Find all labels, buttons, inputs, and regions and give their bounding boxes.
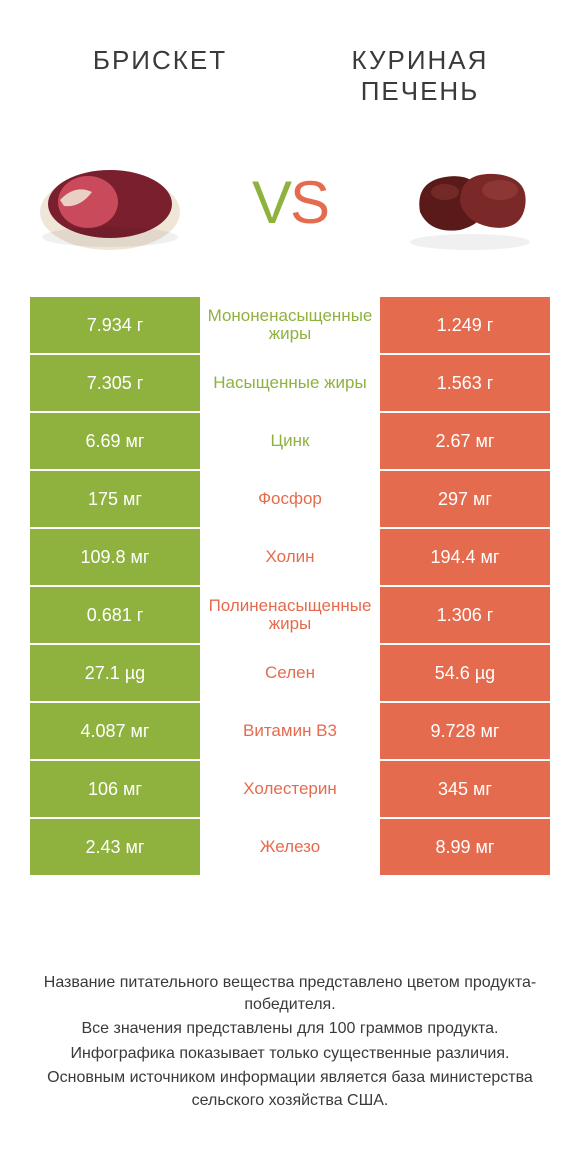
cell-right-value: 1.306 г	[380, 587, 550, 643]
table-row: 27.1 µgСелен54.6 µg	[30, 645, 550, 701]
cell-left-value: 0.681 г	[30, 587, 200, 643]
hero-row: VS	[0, 117, 580, 297]
cell-left-value: 109.8 мг	[30, 529, 200, 585]
table-row: 6.69 мгЦинк2.67 мг	[30, 413, 550, 469]
liver-image	[390, 142, 550, 262]
cell-nutrient-name: Селен	[200, 645, 380, 701]
table-row: 7.934 гМононенасыщенные жиры1.249 г	[30, 297, 550, 353]
vs-s: S	[290, 169, 328, 236]
cell-right-value: 194.4 мг	[380, 529, 550, 585]
cell-right-value: 297 мг	[380, 471, 550, 527]
cell-left-value: 27.1 µg	[30, 645, 200, 701]
cell-nutrient-name: Мононенасыщенные жиры	[200, 297, 380, 353]
table-row: 109.8 мгХолин194.4 мг	[30, 529, 550, 585]
footer-line-4: Основным источником информации является …	[30, 1067, 550, 1112]
cell-right-value: 1.563 г	[380, 355, 550, 411]
table-row: 7.305 гНасыщенные жиры1.563 г	[30, 355, 550, 411]
table-row: 0.681 гПолиненасыщенные жиры1.306 г	[30, 587, 550, 643]
cell-nutrient-name: Холестерин	[200, 761, 380, 817]
cell-left-value: 106 мг	[30, 761, 200, 817]
cell-right-value: 8.99 мг	[380, 819, 550, 875]
cell-left-value: 4.087 мг	[30, 703, 200, 759]
title-right-line2: ПЕЧЕНЬ	[361, 76, 480, 106]
footer-line-1: Название питательного вещества представл…	[30, 972, 550, 1017]
vs-v: V	[252, 169, 290, 236]
cell-right-value: 2.67 мг	[380, 413, 550, 469]
cell-left-value: 6.69 мг	[30, 413, 200, 469]
table-row: 175 мгФосфор297 мг	[30, 471, 550, 527]
comparison-table: 7.934 гМононенасыщенные жиры1.249 г7.305…	[0, 297, 580, 875]
cell-nutrient-name: Цинк	[200, 413, 380, 469]
title-left: БРИСКЕТ	[30, 45, 290, 76]
cell-left-value: 7.305 г	[30, 355, 200, 411]
footer-line-3: Инфографика показывает только существенн…	[30, 1043, 550, 1065]
table-row: 2.43 мгЖелезо8.99 мг	[30, 819, 550, 875]
cell-left-value: 7.934 г	[30, 297, 200, 353]
cell-nutrient-name: Фосфор	[200, 471, 380, 527]
title-right-line1: КУРИНАЯ	[352, 45, 489, 75]
cell-nutrient-name: Полиненасыщенные жиры	[200, 587, 380, 643]
cell-nutrient-name: Холин	[200, 529, 380, 585]
vs-label: VS	[252, 168, 328, 237]
cell-right-value: 1.249 г	[380, 297, 550, 353]
table-row: 106 мгХолестерин345 мг	[30, 761, 550, 817]
cell-left-value: 175 мг	[30, 471, 200, 527]
cell-left-value: 2.43 мг	[30, 819, 200, 875]
cell-nutrient-name: Витамин B3	[200, 703, 380, 759]
brisket-image	[30, 142, 190, 262]
title-right: КУРИНАЯ ПЕЧЕНЬ	[290, 45, 550, 107]
cell-right-value: 345 мг	[380, 761, 550, 817]
footer: Название питательного вещества представл…	[0, 972, 580, 1114]
cell-nutrient-name: Железо	[200, 819, 380, 875]
table-row: 4.087 мгВитамин B39.728 мг	[30, 703, 550, 759]
cell-right-value: 9.728 мг	[380, 703, 550, 759]
header: БРИСКЕТ КУРИНАЯ ПЕЧЕНЬ	[0, 0, 580, 117]
cell-nutrient-name: Насыщенные жиры	[200, 355, 380, 411]
footer-line-2: Все значения представлены для 100 граммо…	[30, 1018, 550, 1040]
cell-right-value: 54.6 µg	[380, 645, 550, 701]
